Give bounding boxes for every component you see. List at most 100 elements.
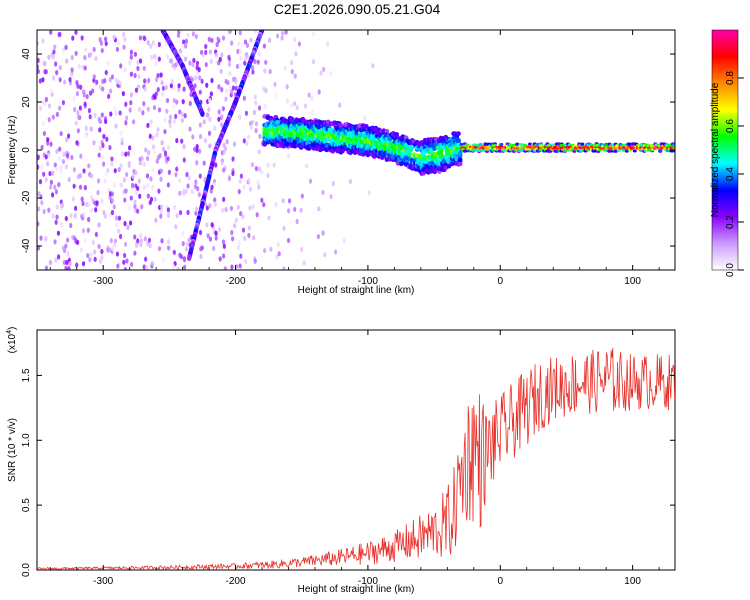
spectrogram-noise-cell (136, 238, 140, 244)
spectrogram-noise-cell (222, 167, 226, 173)
spectrogram-noise-cell (277, 251, 281, 257)
spectrogram-noise-cell (237, 189, 241, 195)
spectrogram-noise-cell (252, 109, 257, 115)
spectrogram-noise-cell (307, 92, 311, 98)
spectrogram-noise-cell (316, 233, 320, 240)
spectrogram-signal-cell (499, 142, 504, 147)
spectrogram-noise-cell (188, 60, 192, 66)
spectrogram-noise-cell (138, 106, 142, 112)
spectrogram-noise-cell (221, 207, 225, 213)
spectrogram-noise-cell (128, 145, 132, 151)
spectrogram-x-ticks: -300 -200 -100 0 100 (49, 30, 660, 287)
spectrogram-noise-cell (218, 226, 222, 233)
spectrogram-noise-cell (269, 246, 273, 252)
spectrogram-noise-cell (106, 167, 110, 174)
colorbar-ticks: 0.0 0.2 0.4 0.6 0.8 (725, 71, 744, 277)
spectrogram-noise-cell (166, 144, 171, 151)
spectrogram-noise-cell (129, 92, 133, 98)
spectrogram-noise-cell (42, 171, 46, 177)
spectrogram-noise-cell (164, 84, 168, 91)
spectrogram-noise-cell (98, 258, 103, 264)
spectrogram-noise-cell (196, 186, 200, 192)
spectrogram-noise-cell (181, 230, 185, 237)
spectrogram-noise-cell (190, 188, 194, 195)
spectrogram-noise-cell (68, 261, 72, 267)
spectrogram-noise-cell (138, 58, 143, 64)
spectrogram-noise-cell (198, 133, 203, 140)
spectrogram-noise-cell (71, 35, 75, 41)
spectrogram-noise-cell (282, 225, 286, 232)
spectrogram-noise-cell (93, 256, 97, 262)
spectrogram-noise-cell (323, 252, 327, 258)
spectrogram-noise-cell (43, 101, 47, 107)
spectrogram-noise-cell (253, 94, 257, 100)
spectrogram-noise-cell (198, 173, 202, 179)
spectrogram-noise-cell (98, 127, 102, 133)
snr-x-axis-label: Height of straight line (km) (298, 584, 415, 595)
snr-x-tick-label: 0 (497, 576, 503, 587)
spectrogram-noise-cell (37, 245, 41, 251)
spectrogram-noise-cell (134, 189, 138, 195)
spectrogram-noise-cell (157, 41, 161, 48)
spectrogram-signal-cell (274, 119, 280, 125)
spectrogram-noise-cell (66, 251, 70, 257)
spectrogram-noise-cell (182, 39, 186, 45)
spectrogram-noise-cell (157, 56, 161, 62)
colorbar-tick-label: 0.0 (725, 263, 736, 277)
spectrogram-noise-cell (122, 259, 126, 265)
spectrogram-noise-cell (160, 140, 164, 146)
spectrogram-noise-cell (56, 254, 61, 260)
spectrogram-noise-cell (37, 155, 40, 161)
spectrogram-noise-cell (55, 70, 59, 76)
spectrogram-noise-cell (134, 242, 139, 248)
spectrogram-noise-cell (37, 164, 40, 170)
spectrogram-noise-cell (123, 36, 127, 42)
spectrogram-noise-cell (122, 177, 126, 183)
spectrogram-noise-cell (143, 86, 147, 92)
spectrogram-noise-cell (114, 215, 119, 221)
spectrogram-noise-cell (197, 75, 202, 81)
spectrogram-noise-cell (297, 41, 302, 47)
spectrogram-noise-cell (169, 83, 173, 89)
spectrogram-signal-cell (508, 144, 513, 148)
spectrogram-noise-cell (172, 249, 176, 255)
spectrogram-noise-cell (205, 205, 209, 211)
spectrogram-noise-cell (227, 54, 231, 60)
spectrogram-noise-cell (123, 241, 128, 247)
spectrogram-noise-cell (210, 222, 214, 228)
spectrogram-noise-cell (143, 78, 147, 84)
spectrogram-noise-cell (262, 43, 266, 49)
spectrogram-noise-cell (137, 178, 141, 184)
spectrogram-signal-cell (572, 149, 577, 153)
spectrogram-signal-cell (658, 149, 663, 153)
spectrogram-y-tick-label: 0 (21, 147, 32, 153)
spectrogram-noise-cell (151, 135, 155, 141)
spectrogram-noise-cell (276, 241, 280, 248)
spectrogram-noise-cell (172, 118, 177, 124)
spectrogram-noise-cell (182, 157, 186, 163)
spectrogram-noise-cell (250, 119, 255, 125)
spectrogram-noise-cell (69, 212, 73, 219)
spectrogram-noise-cell (123, 220, 127, 227)
spectrogram-noise-cell (139, 242, 143, 248)
spectrogram-noise-cell (245, 140, 249, 147)
spectrogram-signal-cell (483, 142, 488, 146)
spectrogram-noise-cell (89, 251, 93, 257)
spectrogram-x-tick-label: -200 (226, 276, 246, 287)
spectrogram-noise-cell (108, 77, 112, 83)
spectrogram-noise-cell (210, 77, 214, 84)
spectrogram-noise-cell (165, 108, 169, 114)
spectrogram-noise-cell (167, 245, 171, 251)
spectrogram-noise-cell (329, 194, 333, 200)
spectrogram-noise-cell (227, 176, 232, 182)
spectrogram-noise-cell (129, 100, 133, 106)
spectrogram-noise-cell (222, 142, 226, 148)
spectrogram-noise-cell (42, 130, 46, 137)
spectrogram-noise-cell (311, 59, 316, 65)
spectrogram-noise-cell (197, 67, 201, 73)
colorbar-gradient (711, 29, 739, 271)
spectrogram-noise-cell (184, 38, 189, 44)
spectrogram-noise-cell (194, 75, 198, 81)
spectrogram-noise-cell (186, 32, 190, 38)
